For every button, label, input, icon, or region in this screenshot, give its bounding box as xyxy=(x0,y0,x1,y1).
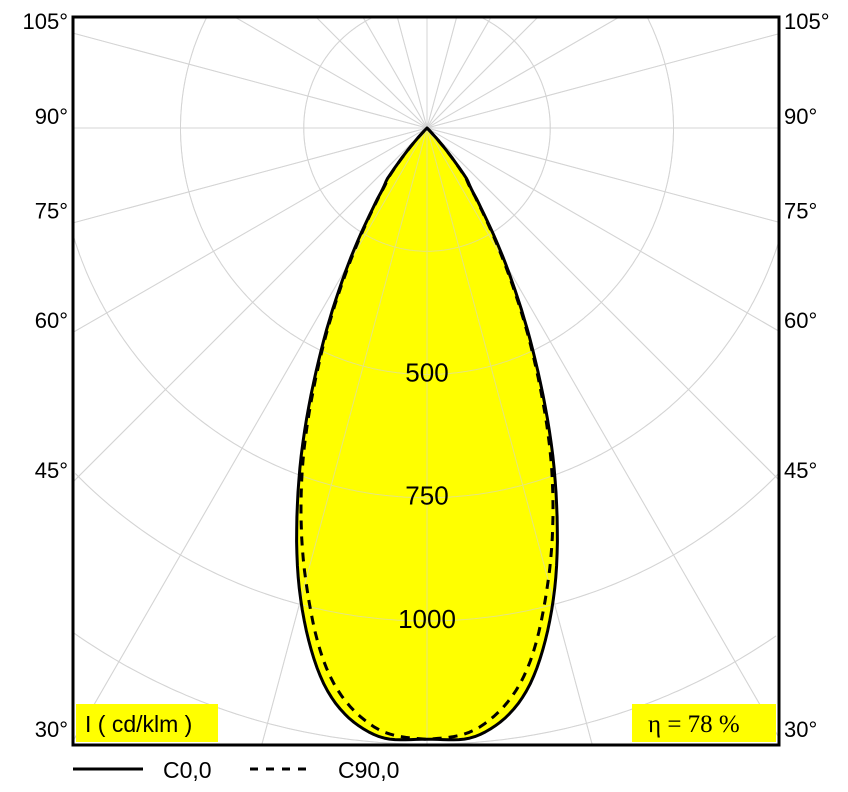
grid-circle xyxy=(74,632,777,744)
legend: C0,0 C90,0 xyxy=(73,757,399,783)
grid-ray xyxy=(426,127,778,737)
plot-frame xyxy=(71,15,781,747)
angle-label-right: 60° xyxy=(784,308,817,333)
angle-label-left: 60° xyxy=(35,308,68,333)
angle-label-left: 30° xyxy=(35,717,68,742)
grid-overlay xyxy=(74,18,778,744)
grid-ray xyxy=(235,18,428,129)
angle-label-left: 45° xyxy=(35,458,68,483)
grid-ray xyxy=(316,18,428,129)
grid-circle xyxy=(180,18,674,375)
radial-tick-label: 750 xyxy=(405,481,448,511)
grid-ray xyxy=(261,127,428,744)
angle-label-right: 30° xyxy=(784,717,817,742)
grid-ray xyxy=(74,127,428,482)
radial-tick-label: 1000 xyxy=(398,604,456,634)
unit-label: I ( cd/klm ) xyxy=(85,711,192,737)
series-line-c0 xyxy=(295,126,559,742)
angle-label-left: 90° xyxy=(35,104,68,129)
angle-label-right: 75° xyxy=(784,199,817,224)
angle-labels: 105° 105° 90° 90° 75° 75° 60° 60° 45° 45° 30° 30° xyxy=(22,9,829,742)
grid-ray xyxy=(397,18,428,129)
grid-ray xyxy=(426,33,778,129)
unit-label-box xyxy=(76,704,218,742)
grid-ray xyxy=(426,18,492,129)
efficiency-label-box xyxy=(632,704,776,742)
legend-label-c90: C90,0 xyxy=(338,757,399,783)
grid-ray xyxy=(426,18,538,129)
angle-label-right: 45° xyxy=(784,458,817,483)
grid-ray xyxy=(426,18,457,129)
grid-ray xyxy=(426,127,778,223)
angle-label-right: 105° xyxy=(784,9,830,34)
radial-tick-labels: 500 750 1000 xyxy=(398,357,456,634)
angle-label-left: 105° xyxy=(22,9,68,34)
grid-ray xyxy=(74,127,428,333)
angle-label-left: 75° xyxy=(35,199,68,224)
radial-tick-label: 500 xyxy=(405,357,448,387)
grid-ray xyxy=(74,32,428,129)
efficiency-label: η = 78 % xyxy=(648,711,740,738)
grid-ray xyxy=(426,127,593,744)
grid-ray xyxy=(426,18,619,129)
legend-label-c0: C0,0 xyxy=(163,757,212,783)
angle-label-right: 90° xyxy=(784,104,817,129)
grid-ray xyxy=(426,127,778,332)
grid-ray xyxy=(426,127,778,480)
series-line-c90 xyxy=(299,126,555,741)
grid-ray xyxy=(362,18,428,129)
grid-ray xyxy=(74,127,428,224)
intensity-curves xyxy=(74,18,778,744)
grid-ray xyxy=(74,127,428,741)
